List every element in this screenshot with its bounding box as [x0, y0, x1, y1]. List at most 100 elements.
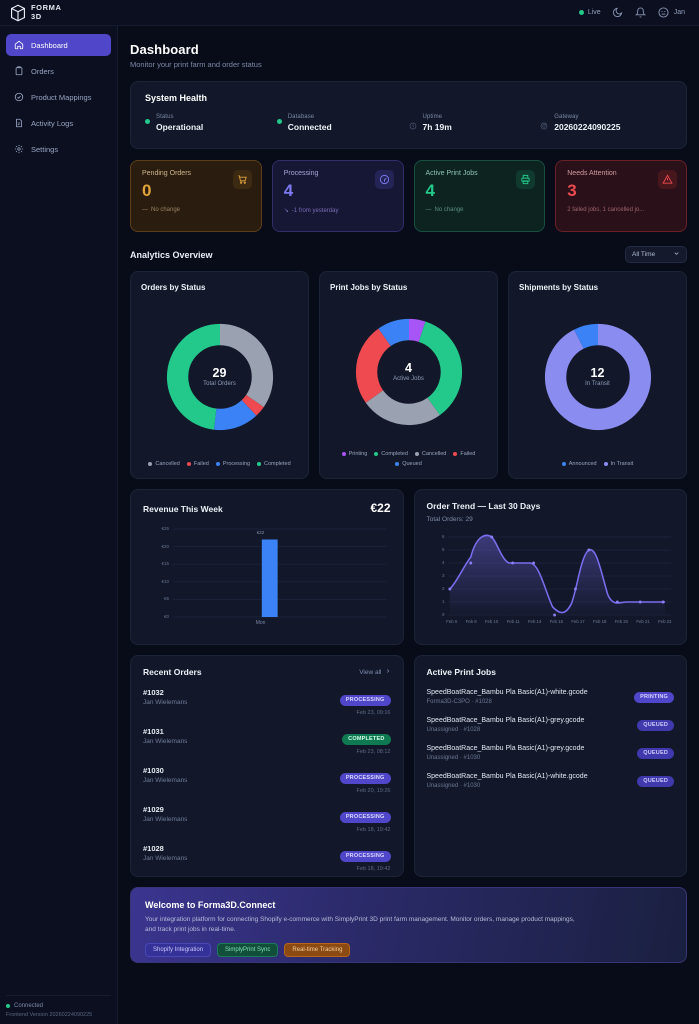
- sidebar-item-orders[interactable]: Orders: [6, 60, 111, 82]
- sidebar: Dashboard Orders Product Mappings: [0, 26, 118, 1024]
- user-menu[interactable]: Jan: [658, 7, 685, 19]
- legend-swatch-icon: [561, 462, 566, 466]
- status-badge: QUEUED: [637, 747, 674, 759]
- table-row[interactable]: #1029 Jan Wielemans PROCESSING Feb 18, 1…: [143, 805, 391, 833]
- analytics-header: Analytics Overview All Time: [130, 246, 687, 263]
- chip-real-time-tracking[interactable]: Real-time Tracking: [284, 943, 351, 957]
- clock-icon: [409, 117, 417, 135]
- legend-swatch-icon: [341, 452, 346, 456]
- sidebar-item-activity-logs[interactable]: Activity Logs: [6, 112, 111, 134]
- table-row[interactable]: #1032 Jan Wielemans PROCESSING Feb 23, 0…: [143, 688, 391, 716]
- job-meta: Unassigned · #1030: [426, 755, 481, 761]
- banner-text: Your integration platform for connecting…: [145, 916, 575, 933]
- order-customer: Jan Wielemans: [143, 855, 188, 862]
- list-item[interactable]: SpeedBoatRace_Bambu Pla Basic(A1)-grey.g…: [426, 745, 674, 761]
- donut-charts-row: Orders by Status 29 Tota: [130, 271, 687, 479]
- refresh-icon: [540, 117, 548, 135]
- tag-icon: [14, 92, 24, 102]
- banner-chips: Shopify Integration SimplyPrint Sync Rea…: [145, 943, 672, 957]
- order-customer: Jan Wielemans: [143, 777, 188, 784]
- x-tick: Feb 13: [527, 619, 542, 624]
- legend-item[interactable]: Announced: [561, 461, 597, 467]
- legend-item[interactable]: Printing: [341, 451, 368, 457]
- kpi-card-processing[interactable]: Processing 4 ↘ -1 from yesterday: [271, 160, 404, 232]
- list-item[interactable]: SpeedBoatRace_Bambu Pla Basic(A1)-grey.g…: [427, 717, 674, 733]
- gear-icon: [14, 144, 24, 154]
- kpi-delta-symbol: ↘: [283, 208, 289, 214]
- order-info: #1032 Jan Wielemans: [143, 688, 340, 706]
- kpi-label: Needs Attention: [567, 170, 617, 177]
- active-print-jobs-title: Active Print Jobs: [426, 667, 496, 677]
- live-indicator: Live: [578, 9, 601, 16]
- kpi-value: 0: [142, 181, 152, 200]
- page-title: Dashboard: [130, 42, 199, 57]
- trend-plot: 6 5 4 3 2 1 0 Feb 6 Feb 8 Feb 10 F: [427, 529, 675, 634]
- donut-svg: [355, 318, 462, 425]
- order-time: Feb 23, 09:16: [356, 710, 391, 716]
- legend-item[interactable]: Completed: [257, 461, 291, 467]
- status-badge: QUEUED: [637, 775, 674, 787]
- legend-label: Processing: [222, 461, 251, 467]
- moon-icon[interactable]: [612, 7, 624, 19]
- recent-orders-title: Recent Orders: [143, 667, 202, 677]
- donut-svg: [544, 323, 651, 430]
- order-info: #1029 Jan Wielemans: [143, 805, 340, 823]
- y-tick: €10: [161, 578, 169, 584]
- legend-item[interactable]: Cancelled: [414, 451, 446, 457]
- legend-item[interactable]: Processing: [215, 461, 251, 467]
- order-status-cell: PROCESSING Feb 18, 19:42: [339, 805, 391, 833]
- x-tick: Feb 8: [465, 619, 477, 624]
- legend-item[interactable]: Cancelled: [148, 461, 180, 467]
- kpi-delta: — No change: [142, 207, 250, 213]
- home-icon: [14, 40, 24, 50]
- status-dot-icon: [145, 119, 150, 124]
- list-item[interactable]: SpeedBoatRace_Bambu Pla Basic(A1)-white.…: [427, 773, 674, 789]
- legend-swatch-icon: [395, 462, 400, 466]
- legend-swatch-icon: [374, 452, 379, 456]
- legend-item[interactable]: Queued: [395, 461, 422, 467]
- donut-canvas: 4 Active Jobs: [330, 292, 487, 451]
- sidebar-status-label: Connected: [14, 1003, 44, 1009]
- legend-item[interactable]: In Transit: [603, 461, 633, 467]
- body: Dashboard Orders Product Mappings: [0, 26, 699, 1024]
- order-time: Feb 18, 19:42: [356, 866, 391, 872]
- status-badge: COMPLETED: [342, 733, 391, 745]
- kpi-delta-text: No change: [151, 207, 181, 213]
- revenue-plot: €25 €20 €15 €10 €5 €0 €22 Mon: [143, 521, 391, 636]
- sidebar-item-dashboard[interactable]: Dashboard: [6, 34, 111, 56]
- kpi-card-pending-orders[interactable]: Pending Orders 0 — No change: [130, 160, 262, 232]
- chip-shopify-integration[interactable]: Shopify Integration: [145, 943, 212, 957]
- chip-simplyprint-sync[interactable]: SimplyPrint Sync: [217, 943, 279, 957]
- health-item-status: Status Operational: [145, 114, 277, 135]
- legend-label: Printing: [348, 451, 368, 457]
- view-all-orders-link[interactable]: View all: [359, 668, 390, 676]
- legend-label: Completed: [381, 451, 408, 457]
- legend-item[interactable]: Failed: [186, 461, 209, 467]
- legend-item[interactable]: Failed: [453, 451, 475, 457]
- order-id: #1028: [143, 844, 164, 853]
- table-row[interactable]: #1031 Jan Wielemans COMPLETED Feb 23, 08…: [143, 727, 391, 755]
- time-range-select[interactable]: All Time: [625, 246, 687, 263]
- mid-charts-row: Revenue This Week €22: [130, 489, 687, 645]
- kpi-label: Pending Orders: [142, 170, 192, 177]
- kpi-delta: 2 failed jobs, 1 cancelled jo...: [567, 207, 675, 213]
- brand-logo[interactable]: FORMA 3D: [10, 3, 118, 22]
- order-status-cell: PROCESSING Feb 20, 19:26: [339, 766, 391, 794]
- bell-icon[interactable]: [635, 7, 647, 19]
- list-item[interactable]: SpeedBoatRace_Bambu Pla Basic(A1)-white.…: [427, 689, 674, 705]
- sidebar-item-product-mappings[interactable]: Product Mappings: [6, 86, 111, 108]
- sidebar-item-settings[interactable]: Settings: [6, 138, 111, 160]
- recent-orders-card: Recent Orders View all #1032 Jan Wielema…: [130, 655, 404, 877]
- order-info: #1028 Jan Wielemans: [143, 844, 340, 862]
- status-dot-icon: [276, 119, 282, 124]
- welcome-banner: Welcome to Forma3D.Connect Your integrat…: [130, 887, 687, 963]
- health-label: Uptime: [422, 114, 443, 120]
- table-row[interactable]: #1028 Jan Wielemans PROCESSING Feb 18, 1…: [143, 844, 391, 872]
- donut-center-label: 12 In Transit: [585, 366, 610, 387]
- kpi-card-active-print-jobs[interactable]: Active Print Jobs 4 — No change: [413, 160, 546, 232]
- legend-item[interactable]: Completed: [374, 451, 408, 457]
- clipboard-icon: [14, 66, 24, 76]
- document-icon: [14, 118, 24, 128]
- kpi-card-needs-attention[interactable]: Needs Attention 3 2 failed jobs, 1 cance…: [555, 160, 687, 232]
- table-row[interactable]: #1030 Jan Wielemans PROCESSING Feb 20, 1…: [143, 766, 391, 794]
